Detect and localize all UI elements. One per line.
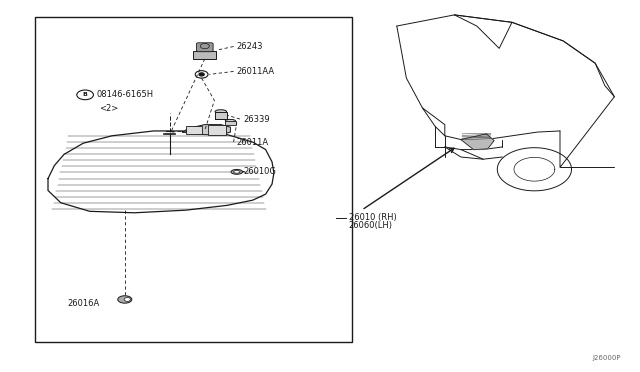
Text: 26243: 26243 bbox=[237, 42, 263, 51]
Polygon shape bbox=[461, 134, 494, 150]
Ellipse shape bbox=[118, 296, 132, 303]
Polygon shape bbox=[182, 125, 230, 135]
Text: 26010 (RH): 26010 (RH) bbox=[349, 213, 397, 222]
Text: 08146-6165H: 08146-6165H bbox=[97, 90, 154, 99]
Polygon shape bbox=[48, 131, 274, 213]
Text: 26011AA: 26011AA bbox=[237, 67, 275, 76]
Ellipse shape bbox=[234, 170, 240, 173]
Text: 26339: 26339 bbox=[243, 115, 270, 124]
Ellipse shape bbox=[225, 119, 236, 122]
Text: B: B bbox=[83, 92, 88, 97]
Text: <2>: <2> bbox=[99, 105, 118, 113]
Ellipse shape bbox=[215, 110, 227, 113]
Text: J26000P: J26000P bbox=[592, 355, 621, 361]
Text: 26060(LH): 26060(LH) bbox=[349, 221, 393, 230]
Bar bbox=[193, 51, 216, 59]
Text: 26010G: 26010G bbox=[243, 167, 276, 176]
Bar bbox=[35, 17, 352, 342]
Text: 26011A: 26011A bbox=[237, 138, 269, 147]
Bar bbox=[215, 112, 227, 119]
FancyBboxPatch shape bbox=[196, 43, 213, 52]
Bar bbox=[208, 125, 226, 135]
Text: 26016A: 26016A bbox=[67, 299, 99, 308]
Bar bbox=[186, 126, 202, 134]
Ellipse shape bbox=[124, 298, 131, 301]
Circle shape bbox=[199, 73, 204, 76]
Bar bbox=[225, 121, 236, 125]
Ellipse shape bbox=[231, 169, 243, 174]
